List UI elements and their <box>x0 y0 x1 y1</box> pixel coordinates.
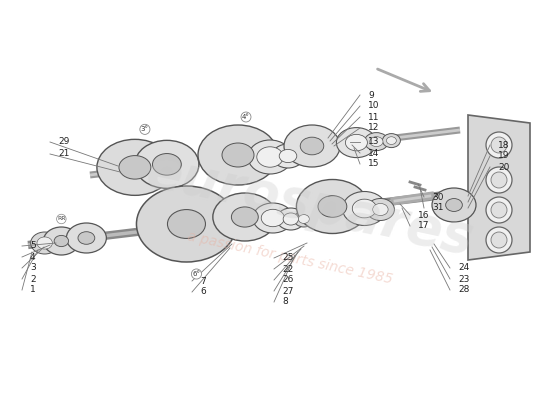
Text: 6: 6 <box>200 288 206 296</box>
Text: 22: 22 <box>282 264 293 274</box>
Ellipse shape <box>365 133 388 151</box>
Ellipse shape <box>272 144 304 168</box>
Ellipse shape <box>370 137 383 146</box>
Ellipse shape <box>54 235 69 246</box>
Ellipse shape <box>382 134 400 148</box>
Text: 26: 26 <box>282 276 293 284</box>
Ellipse shape <box>298 214 309 223</box>
Polygon shape <box>468 115 530 260</box>
Ellipse shape <box>366 198 394 220</box>
Text: 20: 20 <box>498 162 509 172</box>
Circle shape <box>486 227 512 253</box>
Text: 31: 31 <box>432 204 443 212</box>
Ellipse shape <box>248 140 292 174</box>
Ellipse shape <box>345 134 367 151</box>
Text: a passion for parts since 1985: a passion for parts since 1985 <box>186 229 394 287</box>
Text: 15: 15 <box>368 160 380 168</box>
Ellipse shape <box>136 186 236 262</box>
Circle shape <box>491 202 507 218</box>
Text: 19: 19 <box>498 152 509 160</box>
Text: 1: 1 <box>30 286 36 294</box>
Ellipse shape <box>337 128 376 158</box>
Ellipse shape <box>446 198 463 212</box>
Ellipse shape <box>353 199 377 218</box>
Text: 11: 11 <box>368 112 380 122</box>
Text: 18: 18 <box>498 140 509 150</box>
Ellipse shape <box>279 149 297 162</box>
Text: 6°: 6° <box>192 271 200 277</box>
Ellipse shape <box>119 156 151 179</box>
Circle shape <box>486 167 512 193</box>
Ellipse shape <box>373 204 388 216</box>
Text: 14: 14 <box>368 148 380 158</box>
Ellipse shape <box>31 232 59 254</box>
Text: 4: 4 <box>30 252 36 262</box>
Ellipse shape <box>167 210 206 238</box>
Ellipse shape <box>152 154 182 175</box>
Ellipse shape <box>343 192 387 226</box>
Ellipse shape <box>135 140 199 188</box>
Ellipse shape <box>261 209 284 227</box>
Text: 30: 30 <box>432 192 443 202</box>
Text: 8: 8 <box>282 298 288 306</box>
Text: RR: RR <box>57 216 65 222</box>
Text: 29: 29 <box>58 138 69 146</box>
Text: 13: 13 <box>368 138 380 146</box>
Text: 24: 24 <box>458 264 469 272</box>
Ellipse shape <box>222 143 254 167</box>
Text: 3: 3 <box>30 264 36 272</box>
Text: 3°: 3° <box>141 126 149 132</box>
Ellipse shape <box>198 125 278 185</box>
Text: 9: 9 <box>368 90 374 100</box>
Ellipse shape <box>213 193 277 241</box>
Ellipse shape <box>387 137 397 144</box>
Ellipse shape <box>318 196 347 217</box>
Ellipse shape <box>37 237 52 249</box>
Text: 28: 28 <box>458 286 469 294</box>
Text: eurospares: eurospares <box>141 145 478 265</box>
Text: 4°: 4° <box>242 114 250 120</box>
Ellipse shape <box>67 223 106 253</box>
Text: 10: 10 <box>368 102 380 110</box>
Text: 27: 27 <box>282 286 293 296</box>
Ellipse shape <box>253 203 293 233</box>
Text: 7: 7 <box>200 276 206 286</box>
Text: 25: 25 <box>282 254 293 262</box>
Ellipse shape <box>283 213 299 225</box>
Ellipse shape <box>97 139 173 195</box>
Text: 12: 12 <box>368 124 380 132</box>
Ellipse shape <box>296 180 369 234</box>
Ellipse shape <box>432 188 476 222</box>
Ellipse shape <box>43 227 79 255</box>
Circle shape <box>491 137 507 153</box>
Text: 17: 17 <box>418 222 430 230</box>
Ellipse shape <box>257 147 283 167</box>
Text: 5: 5 <box>30 242 36 250</box>
Ellipse shape <box>300 137 324 155</box>
Ellipse shape <box>78 232 95 244</box>
Ellipse shape <box>294 211 314 227</box>
Text: 23: 23 <box>458 274 469 284</box>
Ellipse shape <box>277 208 305 230</box>
Circle shape <box>486 197 512 223</box>
Circle shape <box>491 232 507 248</box>
Text: 21: 21 <box>58 150 69 158</box>
Text: 16: 16 <box>418 210 430 220</box>
Ellipse shape <box>284 125 340 167</box>
Text: 2: 2 <box>30 274 36 284</box>
Ellipse shape <box>232 207 258 227</box>
Circle shape <box>486 132 512 158</box>
Circle shape <box>491 172 507 188</box>
